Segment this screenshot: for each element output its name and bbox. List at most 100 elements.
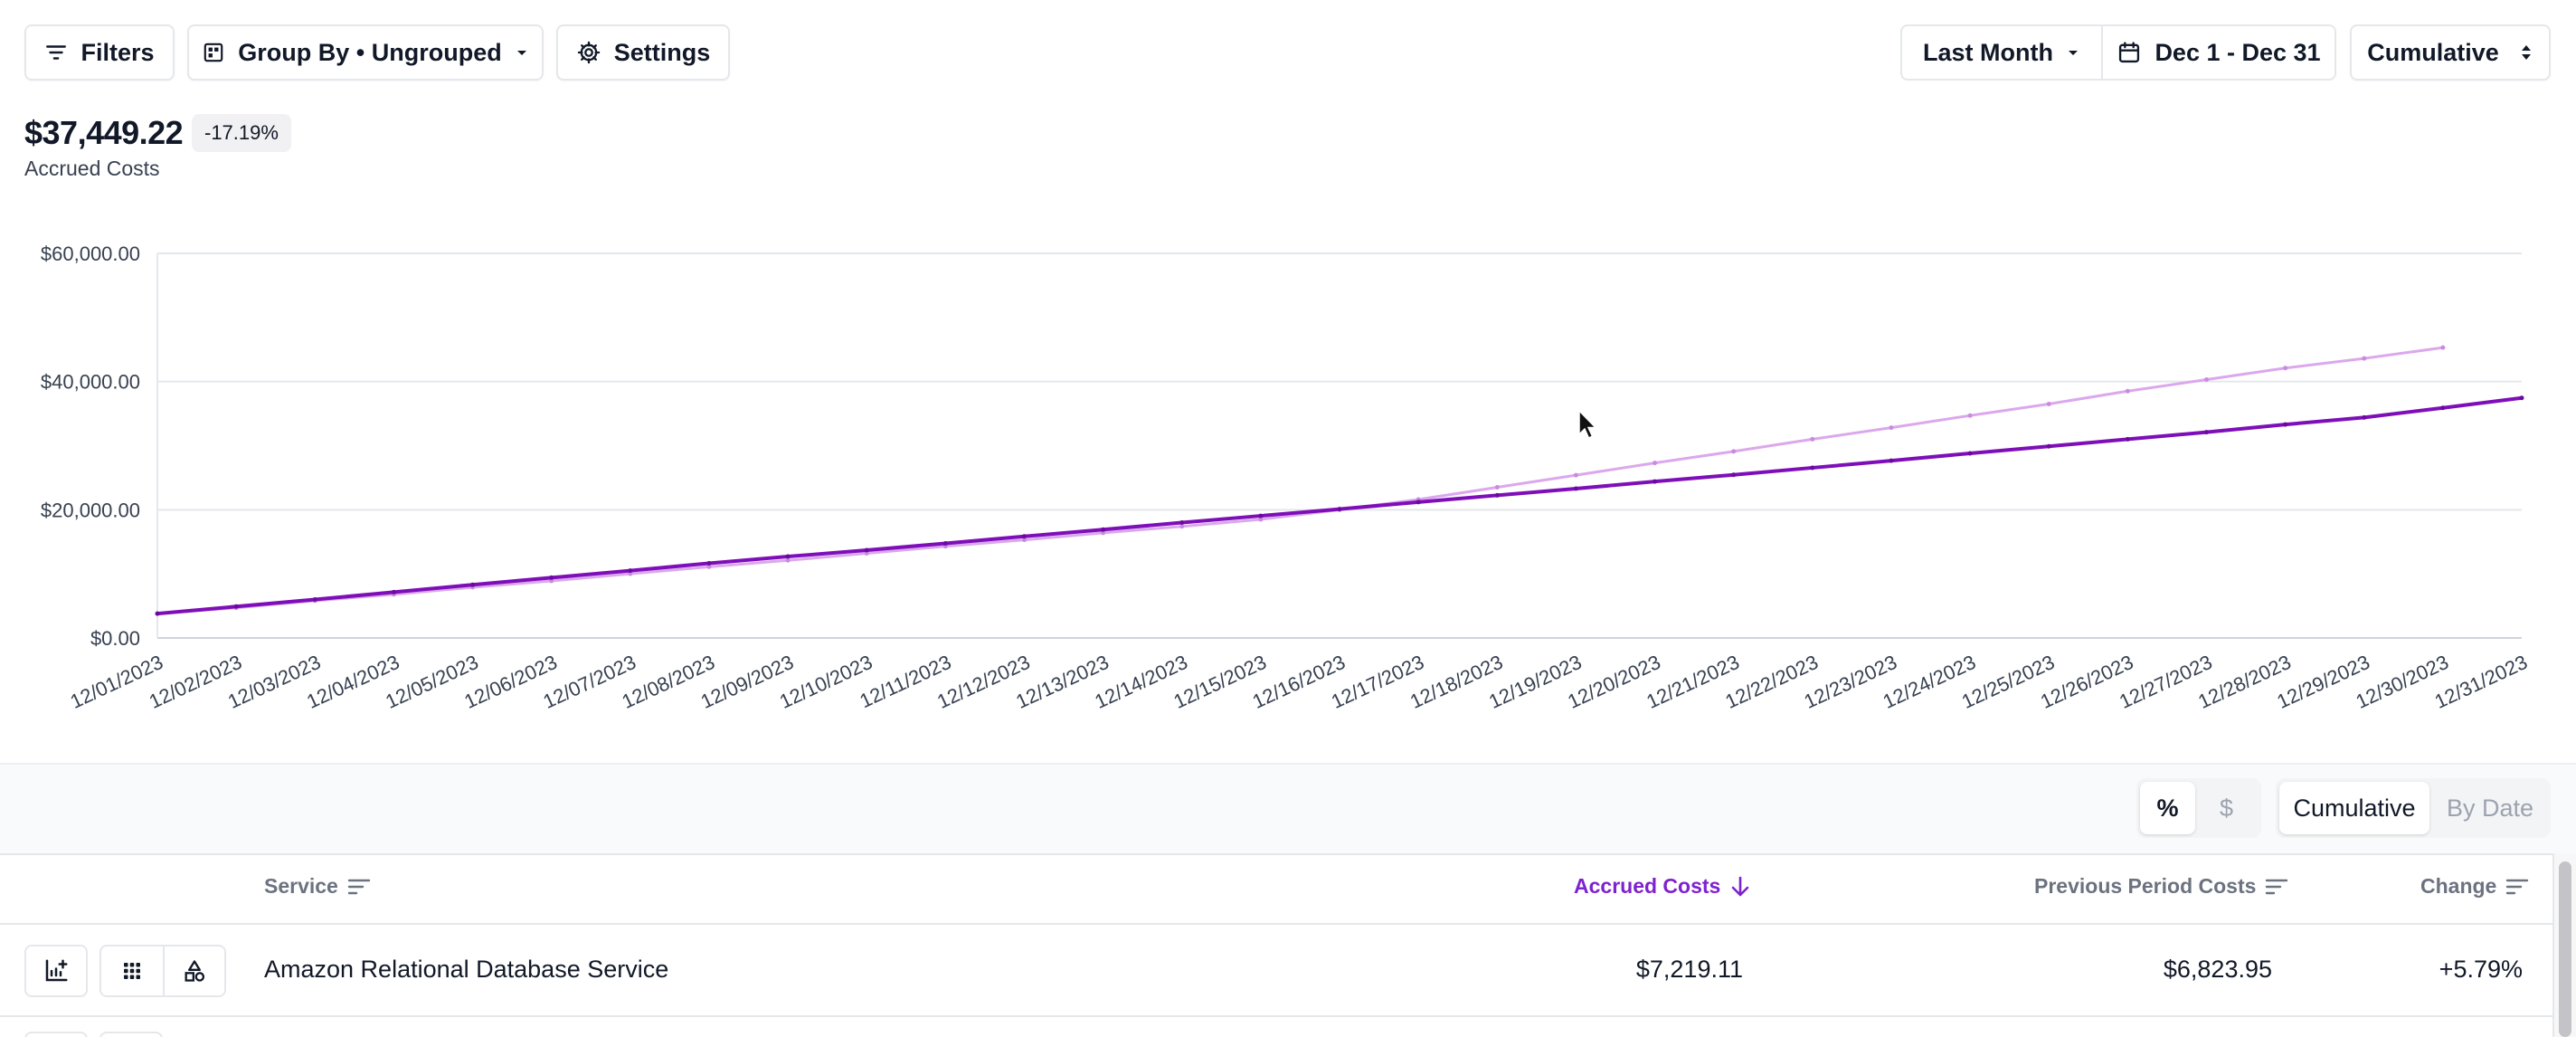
data-point	[1494, 485, 1500, 490]
settings-button[interactable]: Settings	[556, 24, 730, 81]
column-label-change: Change	[2420, 874, 2497, 898]
data-point	[2440, 345, 2446, 350]
data-point	[1967, 413, 1973, 418]
data-point	[2046, 443, 2051, 449]
filters-label: Filters	[80, 38, 155, 66]
series-line-previous	[156, 346, 2444, 615]
date-range-picker[interactable]: Dec 1 - Dec 31	[2101, 26, 2334, 79]
row-change: +5.79%	[2439, 956, 2523, 983]
next-row-button-partial	[99, 1032, 163, 1037]
column-label-previous: Previous Period Costs	[2034, 874, 2257, 898]
data-point	[2125, 436, 2130, 442]
data-point	[1731, 472, 1737, 478]
data-point	[549, 578, 554, 584]
scrollbar-thumb[interactable]	[2559, 861, 2571, 1037]
data-point	[1258, 513, 1264, 518]
column-header-accrued[interactable]: Accrued Costs	[1574, 874, 1751, 899]
next-row-button-partial	[24, 1032, 88, 1037]
unit-percent-option[interactable]: %	[2140, 782, 2195, 834]
date-range-label: Dec 1 - Dec 31	[2155, 38, 2321, 66]
data-point	[1653, 479, 1658, 484]
cost-chart: $0.00$20,000.00$40,000.00$60,000.0012/01…	[41, 243, 2531, 713]
data-point	[706, 564, 712, 569]
breakdown-button[interactable]	[101, 947, 163, 995]
section-divider	[0, 763, 2576, 765]
filter-icon	[46, 45, 67, 60]
data-point	[1101, 530, 1106, 536]
data-point	[391, 589, 396, 595]
unit-dollar-option[interactable]: $	[2219, 794, 2234, 822]
data-point	[1889, 425, 1894, 431]
data-point	[706, 560, 712, 566]
gear-icon	[577, 41, 600, 64]
data-point	[1573, 472, 1578, 478]
settings-label: Settings	[613, 38, 711, 66]
data-point	[1337, 507, 1342, 512]
row-service[interactable]: Amazon Relational Database Service	[264, 956, 669, 983]
data-point	[1889, 458, 1894, 463]
data-point	[785, 557, 791, 563]
period-date-group: Last Month Dec 1 - Dec 31	[1900, 24, 2336, 81]
categorize-button[interactable]	[163, 947, 224, 995]
column-header-service[interactable]: Service	[264, 874, 371, 899]
data-point	[312, 597, 317, 602]
mode-cumulative-option[interactable]: Cumulative	[2279, 782, 2429, 834]
data-point	[2440, 405, 2446, 411]
data-point	[2283, 422, 2288, 427]
data-point	[628, 568, 633, 574]
row-accrued: $7,219.11	[1635, 956, 1743, 983]
data-point	[1179, 524, 1185, 529]
period-label: Last Month	[1923, 38, 2053, 66]
data-point	[1731, 449, 1737, 454]
column-header-change[interactable]: Change	[2420, 874, 2529, 899]
mode-by-date-option[interactable]: By Date	[2446, 794, 2534, 822]
data-point	[1021, 538, 1027, 543]
column-header-previous[interactable]: Previous Period Costs	[2034, 874, 2288, 899]
table-divider	[0, 853, 2552, 855]
y-tick-label: $60,000.00	[41, 243, 140, 265]
cursor-icon	[1578, 409, 1597, 440]
data-point	[1810, 436, 1815, 442]
caret-down-icon	[2068, 51, 2078, 55]
data-point	[1416, 499, 1421, 505]
row-previous: $6,823.95	[2163, 956, 2272, 983]
data-point	[2203, 377, 2209, 383]
data-point	[2362, 414, 2367, 420]
data-point	[233, 604, 239, 609]
data-point	[942, 541, 948, 547]
unit-toggle: % $	[2136, 778, 2261, 838]
chart-add-icon	[45, 959, 68, 982]
data-point	[1021, 534, 1027, 539]
add-to-chart-button[interactable]	[24, 945, 88, 997]
data-point	[2125, 388, 2130, 394]
sort-updown-icon	[2521, 45, 2531, 60]
filters-button[interactable]: Filters	[24, 24, 175, 81]
row-actions-group	[99, 945, 226, 997]
shapes-icon	[185, 960, 205, 982]
sort-lines-icon	[2506, 879, 2529, 894]
column-label-accrued: Accrued Costs	[1574, 874, 1721, 898]
dots-grid-icon	[124, 963, 140, 979]
column-label-service: Service	[264, 874, 338, 898]
caret-down-icon	[516, 51, 526, 55]
data-point	[470, 582, 476, 587]
data-point	[549, 575, 554, 580]
data-point	[2362, 356, 2367, 361]
data-point	[1967, 451, 1973, 456]
y-tick-label: $20,000.00	[41, 499, 140, 521]
data-point	[1494, 492, 1500, 498]
total-label: Accrued Costs	[24, 157, 160, 180]
mode-toggle: Cumulative By Date	[2276, 778, 2551, 838]
grid-icon	[204, 43, 223, 62]
data-point	[2046, 401, 2051, 406]
group-by-label: Group By • Ungrouped	[238, 38, 502, 66]
data-point	[1573, 486, 1578, 491]
period-dropdown[interactable]: Last Month	[1902, 26, 2101, 79]
data-point	[628, 571, 633, 576]
data-point	[1810, 465, 1815, 471]
mode-select[interactable]: Cumulative	[2350, 24, 2551, 81]
mode-label: Cumulative	[2367, 38, 2499, 66]
group-by-dropdown[interactable]: Group By • Ungrouped	[187, 24, 544, 81]
data-point	[2203, 430, 2209, 435]
data-point	[1258, 517, 1264, 522]
